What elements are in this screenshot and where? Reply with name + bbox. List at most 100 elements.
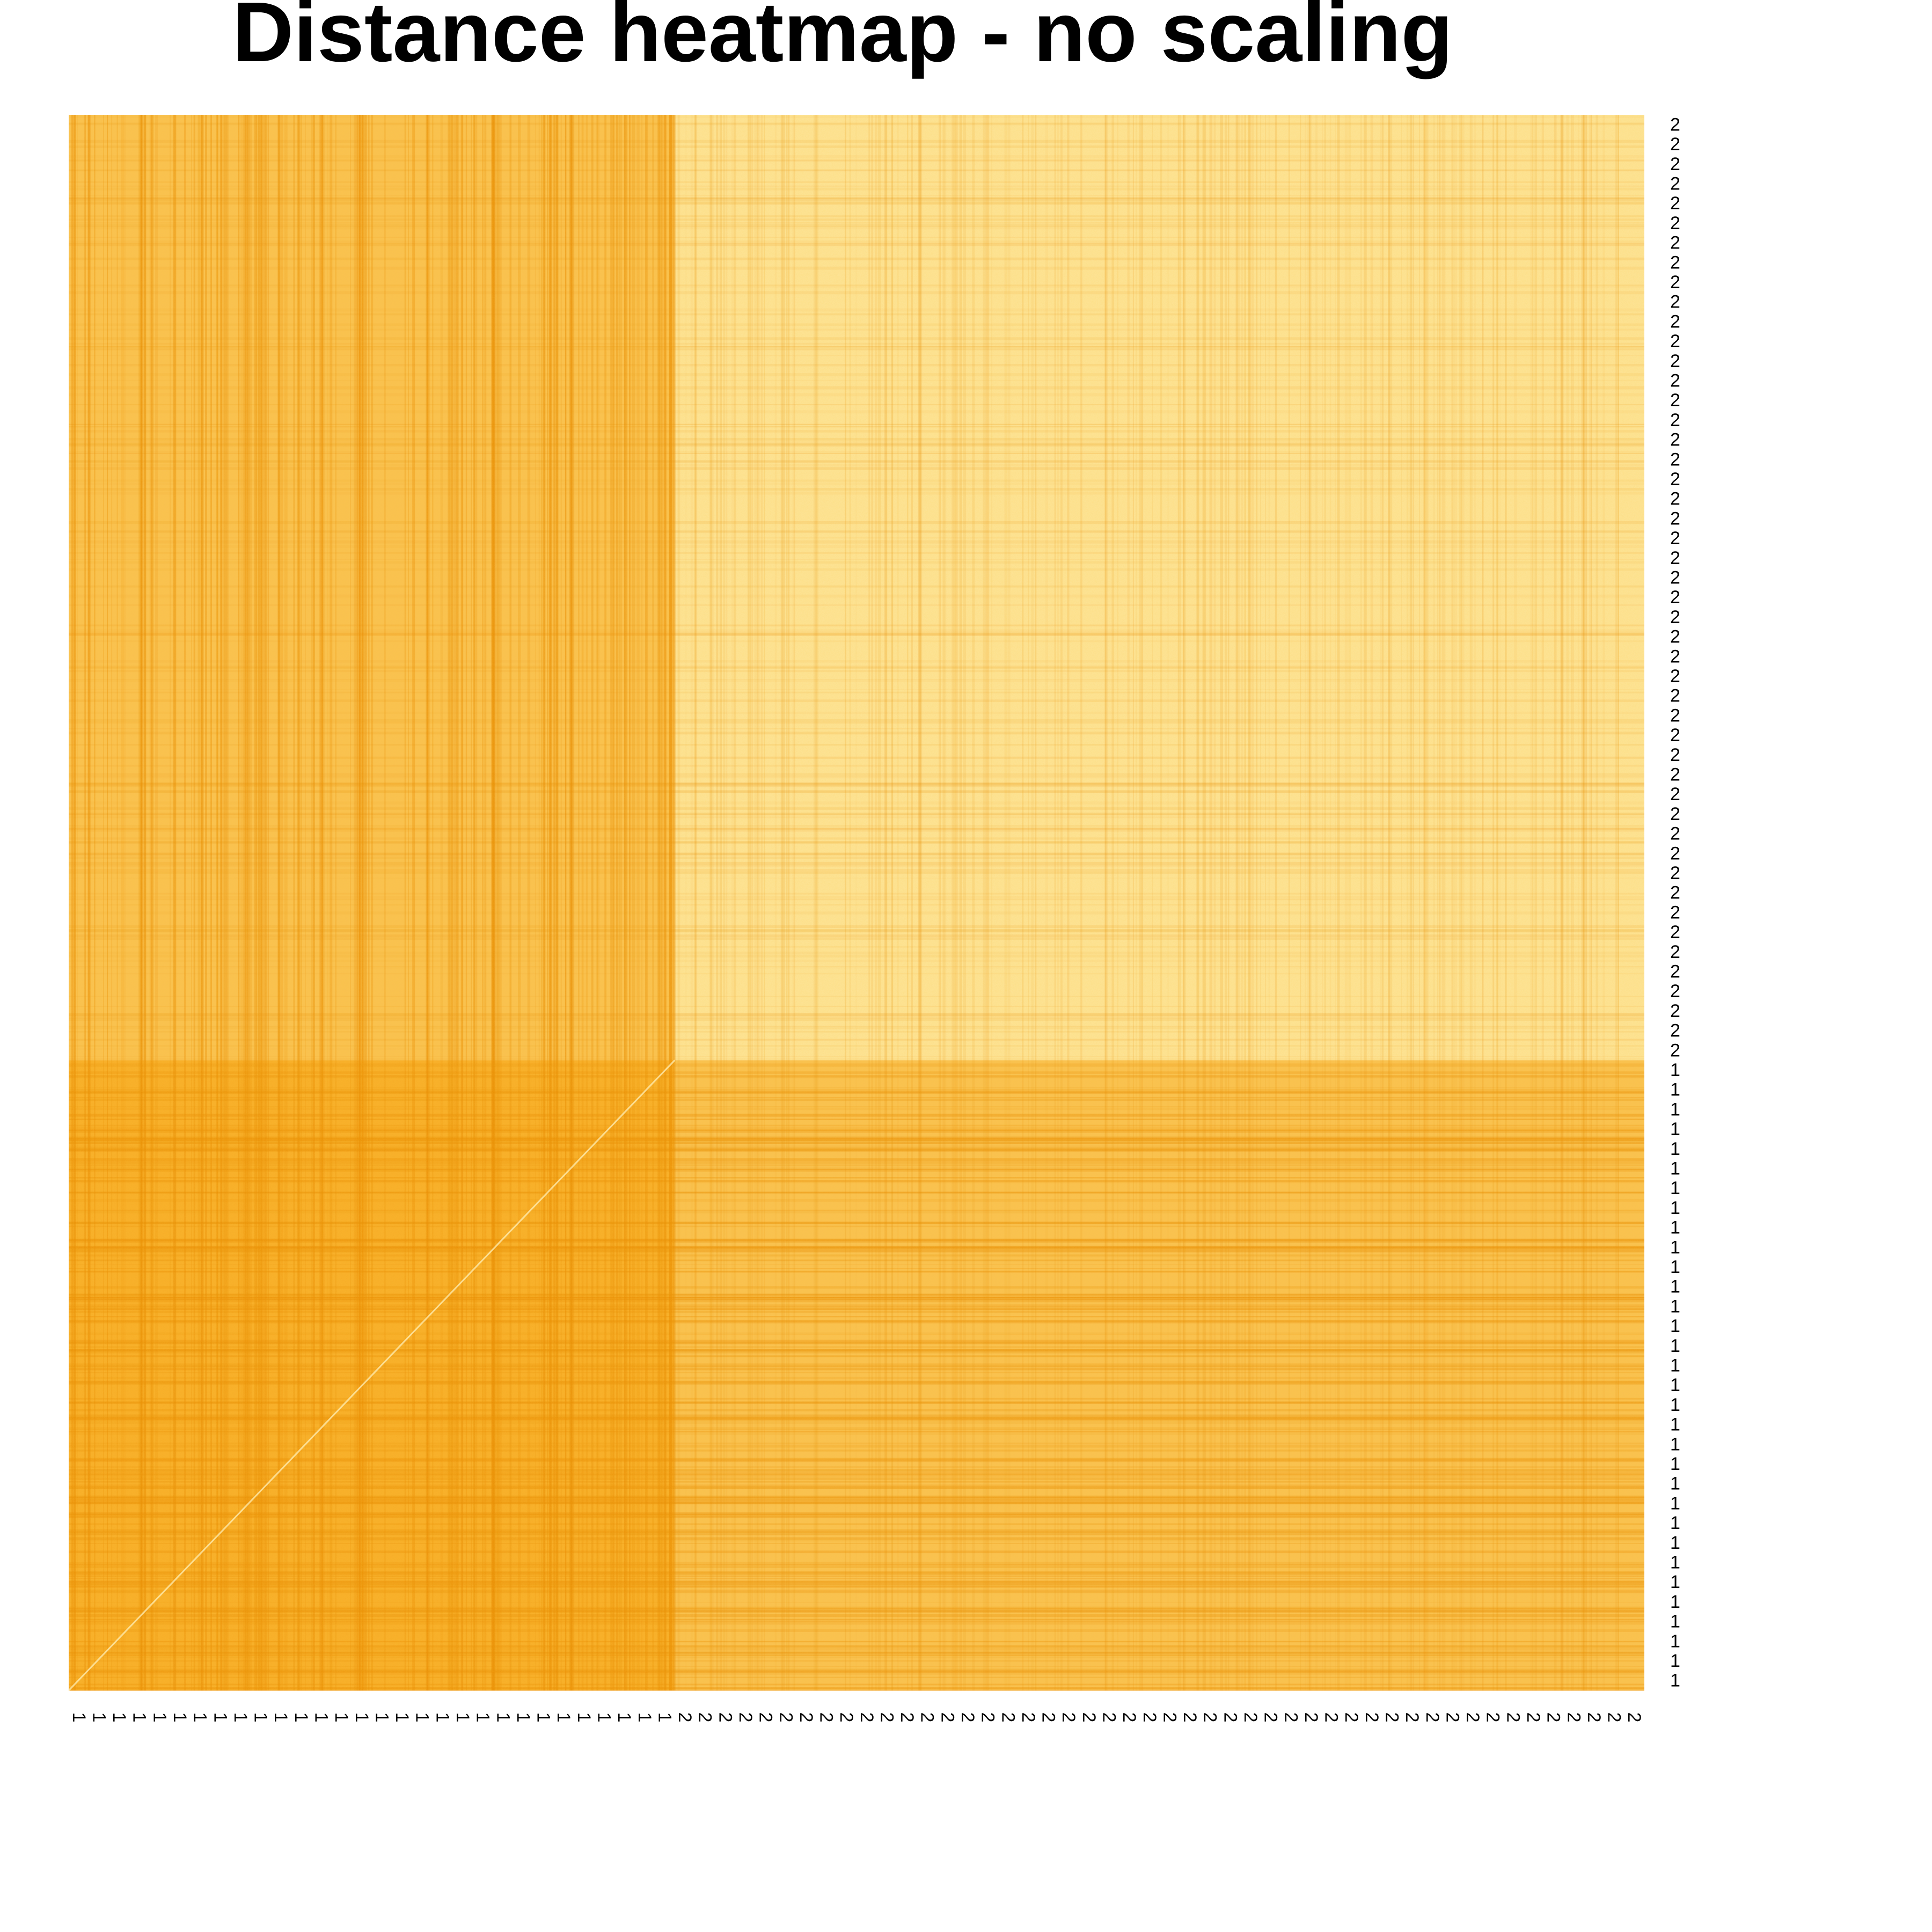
y-tick-label: 2 [1670,489,1680,509]
y-tick-label: 1 [1670,1060,1680,1080]
y-tick-label: 2 [1670,1021,1680,1041]
y-tick-label: 2 [1670,410,1680,430]
x-tick-label: 2 [756,1713,776,1723]
x-tick-label: 2 [1240,1713,1261,1723]
y-tick-label: 2 [1670,430,1680,450]
x-tick-label: 1 [210,1713,230,1723]
y-tick-label: 2 [1670,134,1680,155]
y-tick-label: 2 [1670,705,1680,726]
x-tick-label: 1 [371,1713,392,1723]
y-tick-label: 1 [1670,1139,1680,1159]
x-tick-label: 2 [775,1713,796,1723]
x-tick-label: 2 [897,1713,917,1723]
x-tick-label: 1 [129,1713,150,1723]
x-tick-label: 2 [957,1713,978,1723]
y-tick-label: 1 [1670,1434,1680,1454]
y-tick-label: 2 [1670,370,1680,391]
y-tick-label: 2 [1670,666,1680,686]
y-tick-label: 1 [1670,1612,1680,1632]
y-tick-label: 1 [1670,1375,1680,1395]
y-tick-label: 1 [1670,1395,1680,1415]
y-tick-label: 2 [1670,1040,1680,1060]
x-tick-label: 2 [816,1713,837,1723]
x-tick-label: 2 [1018,1713,1038,1723]
y-tick-label: 2 [1670,646,1680,667]
x-tick-label: 2 [1442,1713,1462,1723]
x-tick-label: 1 [149,1713,170,1723]
y-tick-label: 1 [1670,1296,1680,1316]
y-tick-label: 2 [1670,173,1680,194]
y-tick-label: 2 [1670,784,1680,804]
x-tick-label: 2 [857,1713,877,1723]
y-tick-label: 1 [1670,1552,1680,1572]
x-tick-label: 1 [452,1713,473,1723]
y-tick-label: 2 [1670,252,1680,273]
x-tick-label: 2 [876,1713,897,1723]
x-tick-label: 2 [1362,1713,1382,1723]
y-axis-tick-labels: 2222222222222222222222222222222222222222… [1670,114,1680,1690]
x-tick-label: 2 [715,1713,735,1723]
x-tick-label: 2 [1280,1713,1301,1723]
x-tick-label: 2 [1523,1713,1543,1723]
y-tick-label: 1 [1670,1158,1680,1179]
y-tick-label: 2 [1670,745,1680,765]
heatmap-texture [68,115,1644,1692]
y-tick-label: 1 [1670,1415,1680,1435]
x-tick-label: 1 [533,1713,554,1723]
x-tick-label: 1 [170,1713,190,1723]
x-tick-label: 1 [251,1713,271,1723]
y-tick-label: 2 [1670,1001,1680,1021]
x-tick-label: 1 [493,1713,513,1723]
y-tick-label: 2 [1670,154,1680,174]
x-tick-label: 1 [614,1713,634,1723]
x-tick-label: 2 [1584,1713,1604,1723]
x-tick-label: 2 [1483,1713,1503,1723]
y-tick-label: 1 [1670,1454,1680,1474]
x-tick-label: 2 [796,1713,816,1723]
x-tick-label: 2 [675,1713,695,1723]
x-tick-label: 1 [190,1713,210,1723]
y-tick-label: 2 [1670,567,1680,588]
x-tick-label: 2 [1261,1713,1281,1723]
y-tick-label: 2 [1670,942,1680,962]
x-tick-label: 1 [352,1713,372,1723]
y-tick-label: 2 [1670,114,1680,135]
y-tick-label: 2 [1670,213,1680,233]
y-tick-label: 2 [1670,469,1680,489]
x-tick-label: 2 [1624,1713,1644,1723]
x-tick-label: 2 [998,1713,1018,1723]
y-tick-label: 2 [1670,331,1680,352]
y-tick-label: 2 [1670,449,1680,470]
x-tick-label: 1 [634,1713,655,1723]
y-tick-label: 2 [1670,981,1680,1001]
y-tick-label: 1 [1670,1336,1680,1356]
y-tick-label: 2 [1670,863,1680,883]
y-tick-label: 2 [1670,804,1680,824]
x-tick-label: 2 [1381,1713,1402,1723]
x-tick-label: 1 [89,1713,109,1723]
y-tick-label: 2 [1670,528,1680,548]
y-tick-label: 2 [1670,627,1680,647]
x-tick-label: 2 [1543,1713,1564,1723]
x-tick-label: 1 [432,1713,452,1723]
x-tick-label: 2 [1301,1713,1321,1723]
x-tick-label: 2 [1220,1713,1240,1723]
x-tick-label: 2 [1422,1713,1443,1723]
y-tick-label: 1 [1670,1493,1680,1513]
x-tick-label: 1 [553,1713,574,1723]
x-tick-label: 1 [230,1713,251,1723]
y-tick-label: 2 [1670,587,1680,608]
x-tick-label: 1 [392,1713,412,1723]
x-tick-label: 1 [270,1713,291,1723]
y-tick-label: 1 [1670,1119,1680,1139]
y-tick-label: 2 [1670,961,1680,982]
y-tick-label: 2 [1670,390,1680,411]
x-tick-label: 1 [331,1713,352,1723]
y-tick-label: 2 [1670,843,1680,863]
y-tick-label: 1 [1670,1592,1680,1612]
x-tick-label: 1 [69,1713,89,1723]
y-tick-label: 1 [1670,1099,1680,1119]
